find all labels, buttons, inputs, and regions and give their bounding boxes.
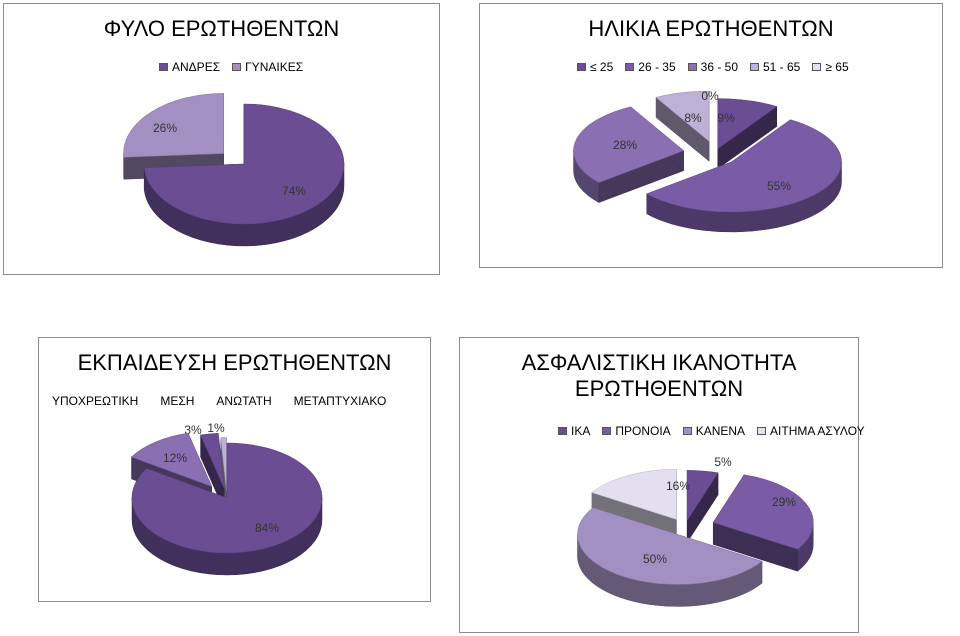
pie-slice-2: 50% <box>577 507 763 607</box>
data-label: 50% <box>643 552 667 566</box>
legend-swatch <box>602 427 612 435</box>
legend-swatch <box>232 63 242 71</box>
data-label: 28% <box>613 138 637 152</box>
legend-label: ΑΝΩΤΑΤΗ <box>216 394 272 408</box>
legend-item: ΑΙΤΗΜΑ ΑΣΥΛΟΥ <box>757 424 865 438</box>
data-label: 84% <box>255 521 279 535</box>
data-label: 16% <box>666 479 690 493</box>
legend-label: ΥΠΟΧΡΕΩΤΙΚΗ <box>52 394 139 408</box>
data-label: 3% <box>184 423 202 437</box>
pie-slice-1: 29% <box>712 474 814 572</box>
data-label: 12% <box>163 451 187 465</box>
pie-slice-2: 3% <box>184 423 225 511</box>
chart-title: ΕΚΠΑΙΔΕΥΣΗ ΕΡΩΤΗΘΕΝΤΩΝ <box>77 350 392 375</box>
legend-label: ≤ 25 <box>590 60 614 74</box>
legend-item: ΜΕΤΑΠΤΥΧΙΑΚΟ <box>294 394 387 408</box>
chart-panel-education: ΕΚΠΑΙΔΕΥΣΗ ΕΡΩΤΗΘΕΝΤΩΝ ΥΠΟΧΡΕΩΤΙΚΗ ΜΕΣΗ … <box>38 337 431 602</box>
legend-label: 26 - 35 <box>638 60 676 74</box>
data-label: 1% <box>207 421 225 435</box>
legend-item: ΓΥΝΑΙΚΕΣ <box>232 60 303 74</box>
legend-label: 51 - 65 <box>763 60 801 74</box>
legend-swatch <box>159 63 168 71</box>
legend-swatch <box>812 63 822 71</box>
chart-panel-gender: ΦΥΛΟ ΕΡΩΤΗΘΕΝΤΩΝ ΑΝΔΡΕΣ ΓΥΝΑΙΚΕΣ 26% 74% <box>3 3 440 275</box>
data-label: 0% <box>701 89 719 103</box>
pie-chart-gender: 26% 74% <box>123 93 345 247</box>
pie-slice-4: 0% <box>701 89 719 103</box>
pie-slice-3: 8% <box>655 90 710 162</box>
legend-item: ΠΡΟΝΟΙΑ <box>602 424 671 438</box>
chart-panel-age: ΗΛΙΚΙΑ ΕΡΩΤΗΘΕΝΤΩΝ ≤ 25 26 - 35 36 - 50 … <box>479 3 943 268</box>
data-label: 55% <box>767 179 791 193</box>
chart-title: ΦΥΛΟ ΕΡΩΤΗΘΕΝΤΩΝ <box>103 16 340 41</box>
legend-item: ΑΝΔΡΕΣ <box>159 60 220 74</box>
legend-item: ΥΠΟΧΡΕΩΤΙΚΗ <box>52 394 138 408</box>
legend-swatch <box>682 427 692 435</box>
chart-legend: ≤ 25 26 - 35 36 - 50 51 - 65 ≥ 65 <box>577 60 849 74</box>
data-label: 5% <box>714 455 732 469</box>
legend-swatch <box>750 63 759 71</box>
chart-legend: ΙΚΑ ΠΡΟΝΟΙΑ ΚΑΝΕΝΑ ΑΙΤΗΜΑ ΑΣΥΛΟΥ <box>558 424 865 438</box>
pie-slice-0: 84% <box>131 442 323 576</box>
legend-label: ΑΝΔΡΕΣ <box>172 60 221 74</box>
legend-item: ≤ 25 <box>577 60 613 74</box>
chart-legend: ΥΠΟΧΡΕΩΤΙΚΗ ΜΕΣΗ ΑΝΩΤΑΤΗ ΜΕΤΑΠΤΥΧΙΑΚΟ <box>52 394 386 408</box>
legend-label: 36 - 50 <box>700 60 738 74</box>
chart-panel-insurance: ΑΣΦΑΛΙΣΤΙΚΗ ΙΚΑΝΟΤΗΤΑ ΕΡΩΤΗΘΕΝΤΩΝ ΙΚΑ ΠΡ… <box>459 337 865 633</box>
legend-item: ≥ 65 <box>812 60 849 74</box>
data-label: 26% <box>153 121 177 135</box>
data-label: 29% <box>772 495 796 509</box>
pie-slice-0: 74% <box>143 103 345 247</box>
legend-swatch <box>757 427 767 435</box>
chart-legend: ΑΝΔΡΕΣ ΓΥΝΑΙΚΕΣ <box>159 60 303 74</box>
data-label: 74% <box>282 184 306 198</box>
legend-label: ΚΑΝΕΝΑ <box>695 424 746 438</box>
chart-title: ΑΣΦΑΛΙΣΤΙΚΗ ΙΚΑΝΟΤΗΤΑ ΕΡΩΤΗΘΕΝΤΩΝ <box>521 350 797 401</box>
legend-swatch <box>687 63 697 71</box>
legend-swatch <box>577 63 586 71</box>
pie-slice-2: 28% <box>573 106 685 203</box>
legend-item: ΜΕΣΗ <box>160 394 194 408</box>
legend-label: ΜΕΣΗ <box>160 394 195 408</box>
legend-label: ΑΙΤΗΜΑ ΑΣΥΛΟΥ <box>770 424 865 438</box>
legend-item: ΚΑΝΕΝΑ <box>682 424 746 438</box>
legend-label: ΙΚΑ <box>571 424 591 438</box>
pie-slice-0: 5% <box>686 455 732 544</box>
legend-swatch <box>625 63 635 71</box>
legend-item: 26 - 35 <box>625 60 676 74</box>
pie-slice-3: 1% <box>207 421 227 515</box>
legend-label: ΓΥΝΑΙΚΕΣ <box>245 60 304 74</box>
legend-item: 51 - 65 <box>750 60 800 74</box>
pie-chart-insurance: 5% 16% 29% 50% <box>577 455 814 607</box>
data-label: 9% <box>717 111 735 125</box>
chart-title: ΗΛΙΚΙΑ ΕΡΩΤΗΘΕΝΤΩΝ <box>588 16 834 41</box>
pie-chart-education: 1% 3% 12% 84% <box>130 421 323 576</box>
legend-item: ΙΚΑ <box>558 424 590 438</box>
legend-item: 36 - 50 <box>687 60 738 74</box>
pie-chart-age: 8% 9% 28% 55% 0% <box>573 89 842 233</box>
pie-slice-0: 9% <box>717 98 778 170</box>
legend-label: ≥ 65 <box>825 60 849 74</box>
legend-swatch <box>558 427 567 435</box>
legend-label: ΜΕΤΑΠΤΥΧΙΑΚΟ <box>293 394 387 408</box>
legend-item: ΑΝΩΤΑΤΗ <box>216 394 271 408</box>
pie-slice-1: 55% <box>646 119 842 233</box>
data-label: 8% <box>684 111 702 125</box>
legend-label: ΠΡΟΝΟΙΑ <box>615 424 671 438</box>
